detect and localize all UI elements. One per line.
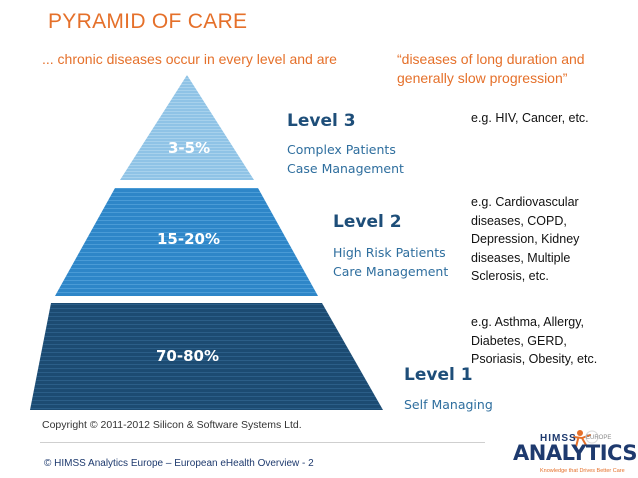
level2-heading: Level 2 <box>333 212 402 232</box>
level3-desc-1: Complex Patients <box>287 142 396 157</box>
pyramid-tier-bottom <box>30 303 383 410</box>
level2-examples: e.g. Cardiovascular diseases, COPD, Depr… <box>471 195 580 283</box>
footer-text: © HIMSS Analytics Europe – European eHea… <box>44 458 314 469</box>
level2-desc-1: High Risk Patients <box>333 245 446 260</box>
logo-region: EUROPE <box>586 435 612 441</box>
logo-name: ANALYTICS <box>513 441 637 465</box>
logo-brand: HIMSS <box>540 433 577 444</box>
subtitle-right: “diseases of long duration and generally… <box>397 51 585 86</box>
tier-percent-level1: 70-80% <box>156 347 220 365</box>
tier-percent-level3: 3-5% <box>168 139 211 157</box>
pyramid-tier-middle <box>55 188 318 296</box>
pyramid-tier-top <box>120 75 254 180</box>
logo-figure-icon <box>577 430 583 436</box>
level1-heading: Level 1 <box>404 365 473 385</box>
tier-percent-level2: 15-20% <box>157 230 221 248</box>
himss-analytics-logo <box>573 430 599 448</box>
subtitle-left: ... chronic diseases occur in every leve… <box>42 51 337 67</box>
level1-examples: e.g. Asthma, Allergy, Diabetes, GERD, Ps… <box>471 315 598 366</box>
footer-divider <box>40 442 485 443</box>
level3-heading: Level 3 <box>287 111 356 131</box>
level2-desc-2: Care Management <box>333 264 449 279</box>
level3-examples: e.g. HIV, Cancer, etc. <box>471 111 589 125</box>
slide-title: PYRAMID OF CARE <box>48 10 248 33</box>
copyright-text: Copyright © 2011-2012 Silicon & Software… <box>42 419 302 431</box>
level1-desc-1: Self Managing <box>404 397 493 412</box>
level3-desc-2: Case Management <box>287 161 404 176</box>
logo-tagline: Knowledge that Drives Better Care <box>540 468 625 474</box>
